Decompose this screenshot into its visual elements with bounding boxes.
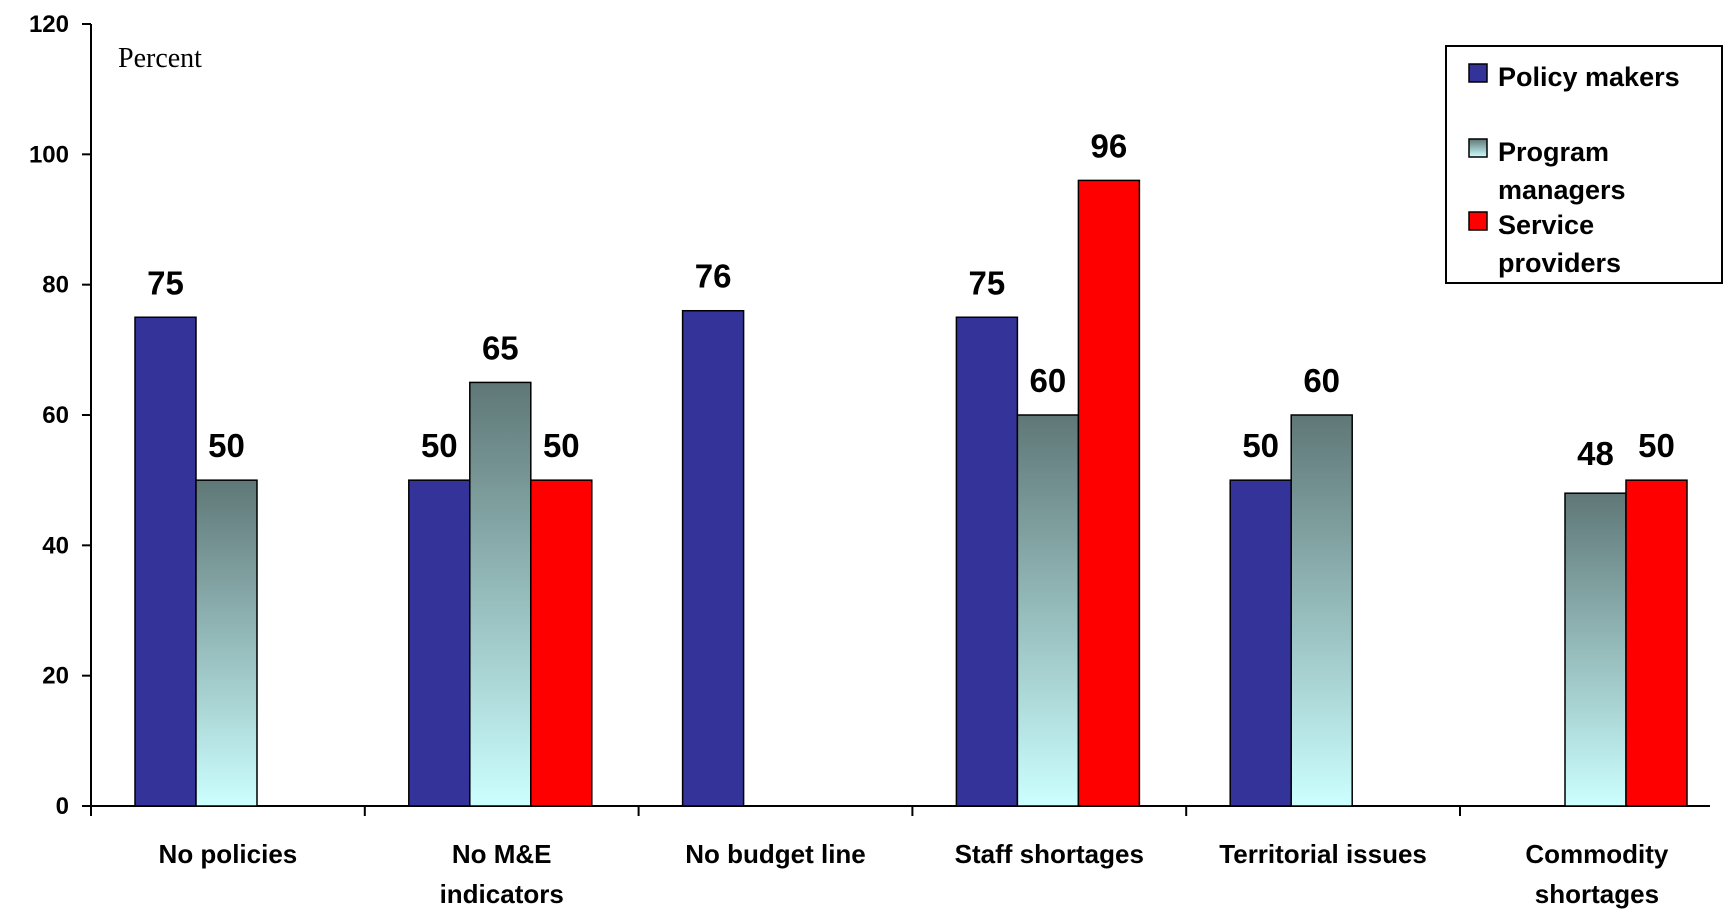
data-label: 50 [1242,427,1279,464]
x-category-label: Territorial issues [1219,839,1427,869]
y-tick-label: 120 [29,11,69,38]
bar-program-managers [1564,492,1627,807]
bar-program-managers [1290,414,1353,807]
bar-policy-makers [955,316,1019,807]
data-labels: 75 50 76 75 50 50 65 60 60 48 50 96 50 [147,127,1675,472]
data-label: 50 [543,427,580,464]
legend-label-service-providers: Service providers [1498,210,1621,278]
data-label: 50 [1638,427,1675,464]
x-category-label-line: Territorial issues [1219,839,1427,869]
x-category-label-line: Commodity [1525,839,1669,869]
x-category-label: Commodity shortages [1525,839,1669,909]
legend-label-line: Service [1498,210,1594,240]
bar-program-managers [195,479,258,807]
legend-label-line: Program [1498,137,1609,167]
legend-swatch-program-managers [1468,138,1488,158]
data-label: 75 [147,264,184,301]
legend-swatch-policy-makers [1468,63,1488,83]
legend-swatch-service-providers [1468,211,1488,231]
data-label: 50 [421,427,458,464]
data-label: 76 [695,258,732,295]
data-label: 50 [208,427,245,464]
bar-program-managers [1016,414,1080,807]
x-category-label: Staff shortages [955,839,1144,869]
bar-policy-makers [408,479,471,807]
data-label: 60 [1030,362,1067,399]
x-category-label-line: shortages [1535,879,1659,909]
y-tick-label: 60 [42,402,69,429]
legend: Policy makers Program managers Service provi… [1445,45,1723,284]
bar-service-providers [1077,179,1141,807]
x-category-label: No policies [159,839,298,869]
bars [134,179,1688,807]
x-category-label: No budget line [685,839,866,869]
legend-label-program-managers: Program managers [1498,137,1626,205]
bar-policy-makers [1229,479,1292,807]
bar-program-managers [469,381,532,807]
y-tick-label: 40 [42,532,69,559]
y-axis: 0 20 40 60 80 100 120 [29,11,92,820]
legend-box [1445,45,1723,284]
data-label: 96 [1091,127,1128,164]
y-tick-label: 0 [56,793,69,820]
data-label: 65 [482,329,519,366]
bar-service-providers [530,479,593,807]
legend-label-policy-makers: Policy makers [1498,62,1680,92]
x-axis: No policies No M&E indicators No budget lin… [90,805,1710,909]
x-category-label-line: No policies [159,839,298,869]
x-category-label-line: indicators [440,879,564,909]
x-category-label-line: No M&E [452,839,552,869]
bar-policy-makers [681,309,745,807]
y-axis-unit-label: Percent [118,43,202,74]
bar-policy-makers [134,316,197,807]
data-label: 75 [969,264,1006,301]
y-tick-label: 100 [29,141,69,168]
y-tick-label: 20 [42,663,69,690]
legend-label-line: Policy makers [1498,62,1680,92]
data-label: 60 [1303,362,1340,399]
x-category-label-line: No budget line [685,839,866,869]
legend-label-line: providers [1498,248,1621,278]
x-category-label-line: Staff shortages [955,839,1144,869]
legend-label-line: managers [1498,175,1626,205]
x-category-label: No M&E indicators [440,839,564,909]
y-tick-label: 80 [42,272,69,299]
bar-service-providers [1625,479,1688,807]
data-label: 48 [1577,435,1614,472]
